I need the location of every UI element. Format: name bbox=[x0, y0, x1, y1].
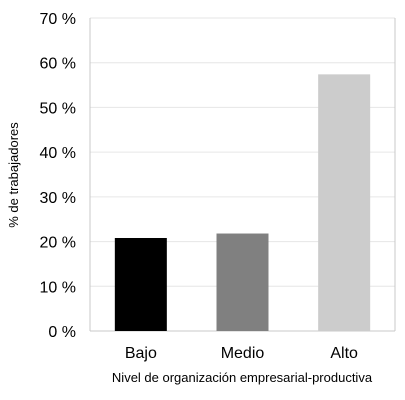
x-tick-label: Medio bbox=[221, 345, 265, 362]
x-axis-ticks: Bajo Medio Alto bbox=[125, 345, 358, 362]
x-tick-label: Bajo bbox=[125, 345, 157, 362]
x-axis-title: Nivel de organización empresarial-produc… bbox=[112, 370, 373, 385]
y-tick-label: 10 % bbox=[40, 279, 76, 296]
y-tick-label: 0 % bbox=[48, 324, 76, 341]
y-tick-label: 30 % bbox=[40, 190, 76, 207]
bars bbox=[114, 74, 371, 331]
y-tick-label: 50 % bbox=[40, 100, 76, 117]
bar-alto bbox=[318, 74, 371, 331]
x-tick-label: Alto bbox=[330, 345, 358, 362]
y-tick-label: 70 % bbox=[40, 11, 76, 28]
bar-medio bbox=[216, 233, 269, 331]
bar-bajo bbox=[114, 237, 167, 331]
y-tick-label: 40 % bbox=[40, 145, 76, 162]
y-axis-title: % de trabajadores bbox=[6, 122, 21, 228]
y-tick-label: 20 % bbox=[40, 235, 76, 252]
y-axis-ticks: 0 % 10 % 20 % 30 % 40 % 50 % 60 % 70 % bbox=[40, 11, 76, 341]
y-tick-label: 60 % bbox=[40, 56, 76, 73]
